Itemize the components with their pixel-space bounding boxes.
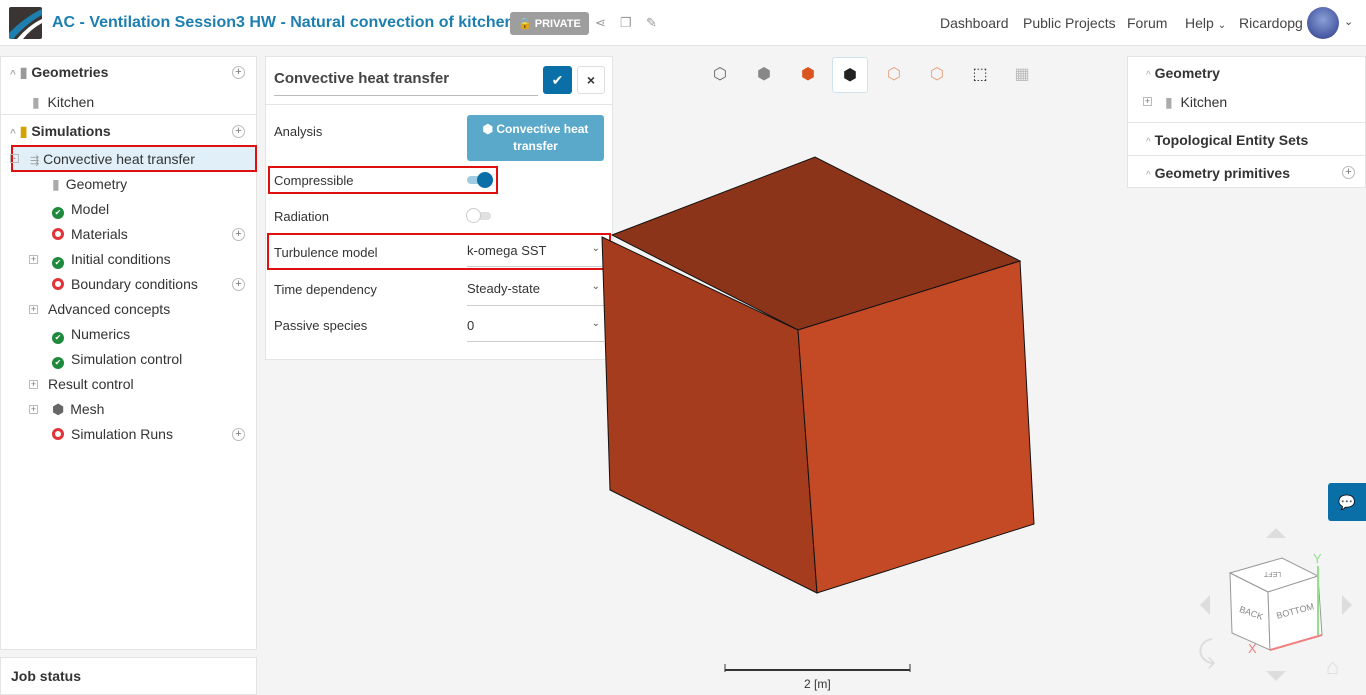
solid-view-icon[interactable]: ⬢ — [757, 66, 771, 83]
project-title: AC - Ventilation Session3 HW - Natural c… — [52, 14, 515, 31]
time-dependency-select[interactable]: Steady-state ⌄ — [467, 281, 604, 306]
check-icon: ✔ — [52, 207, 64, 219]
nav-public-projects[interactable]: Public Projects — [1023, 15, 1116, 31]
privacy-badge: 🔒 PRIVATE — [510, 12, 589, 35]
copy-icon[interactable]: ❐ — [620, 15, 632, 30]
compressible-label: Compressible — [274, 173, 354, 188]
check-icon: ✔ — [52, 332, 64, 344]
geometry-item-kitchen[interactable]: ▮ Kitchen — [1165, 94, 1228, 110]
share-icon[interactable]: ⋖ — [595, 15, 606, 30]
add-button[interactable]: + — [232, 228, 245, 241]
expand-toggle[interactable]: + — [29, 304, 38, 314]
analysis-type-button[interactable]: ⬢ Convective heat transfer — [467, 115, 604, 161]
solid-edges-view-icon[interactable]: ⬢ — [801, 66, 815, 83]
hidden-view-icon[interactable]: ▦ — [1014, 66, 1030, 83]
time-dependency-label: Time dependency — [274, 282, 377, 297]
geometries-icon: ▮ — [19, 64, 28, 80]
simulation-settings-panel — [265, 56, 613, 360]
simulation-name-input[interactable]: Convective heat transfer — [274, 70, 538, 96]
view-cube — [1228, 557, 1323, 651]
geometry-icon: ▮ — [1165, 94, 1173, 110]
y-axis-label: Y — [1313, 551, 1322, 566]
error-icon — [52, 278, 64, 290]
geometry-icon: ▮ — [52, 176, 60, 192]
geometry-primitives-section[interactable]: ^ Geometry primitives — [1146, 165, 1290, 181]
tree-item-model[interactable]: ✔ Model — [52, 201, 109, 219]
error-icon — [52, 428, 64, 440]
expand-toggle[interactable]: + — [29, 379, 38, 389]
highlight-box — [11, 145, 257, 172]
home-view-icon[interactable]: ⌂ — [1326, 654, 1340, 679]
wireframe-view-icon[interactable]: ⬡ — [713, 66, 727, 83]
analysis-label: Analysis — [274, 124, 323, 139]
tree-item-mesh[interactable]: ⬢ Mesh — [52, 401, 105, 417]
error-icon — [52, 228, 64, 240]
mesh-icon: ⬢ — [52, 401, 65, 417]
box-select-icon[interactable]: ⬚ — [972, 66, 988, 83]
rotate-icon[interactable]: ⤹ — [1198, 636, 1216, 669]
select-faces-icon[interactable]: ⬢ — [832, 57, 868, 93]
passive-species-label: Passive species — [274, 318, 368, 333]
expand-toggle[interactable]: + — [29, 404, 38, 414]
tree-item-simulation-runs[interactable]: Simulation Runs — [52, 426, 173, 442]
chat-icon[interactable]: 💬 — [1328, 483, 1366, 521]
simulations-icon: ▮ — [19, 123, 28, 139]
tree-item-numerics[interactable]: ✔ Numerics — [52, 326, 130, 344]
user-name[interactable]: Ricardopg — [1239, 15, 1303, 31]
topological-sets-section[interactable]: ^ Topological Entity Sets — [1146, 132, 1309, 148]
check-icon: ✔ — [52, 257, 64, 269]
turbulence-select[interactable]: k-omega SST ⌄ — [467, 243, 604, 267]
job-status-panel[interactable]: Job status — [0, 657, 257, 695]
user-menu-chevron-icon[interactable]: ⌄ — [1344, 16, 1354, 28]
select-vertices-icon[interactable]: ⬡ — [887, 66, 901, 83]
tree-item-geometry[interactable]: ▮ Geometry — [52, 176, 128, 192]
job-status-label: Job status — [11, 668, 82, 684]
cube-right-face — [797, 260, 1035, 594]
add-geometry-button[interactable]: + — [232, 66, 245, 79]
add-primitive-button[interactable]: + — [1342, 166, 1355, 179]
tree-simulation-selected[interactable]: ⇶ Convective heat transfer — [30, 151, 195, 167]
radiation-toggle[interactable] — [466, 208, 491, 223]
expand-toggle[interactable]: + — [1143, 96, 1152, 106]
passive-species-select[interactable]: 0 ⌄ — [467, 318, 604, 342]
confirm-button[interactable]: ✔ — [543, 66, 572, 94]
scale-label: 2 [m] — [804, 677, 831, 691]
analysis-icon: ⬢ — [482, 122, 494, 136]
collapse-toggle[interactable]: - — [10, 154, 19, 163]
expand-toggle[interactable]: + — [29, 254, 38, 264]
view-nav-arrows — [1200, 528, 1352, 681]
tree-item-materials[interactable]: Materials — [52, 226, 128, 242]
highlight-box — [268, 166, 498, 194]
close-button[interactable]: × — [577, 66, 605, 94]
edit-icon[interactable]: ✎ — [646, 15, 657, 30]
check-icon: ✔ — [52, 357, 64, 369]
select-edges-icon[interactable]: ⬡ — [930, 66, 944, 83]
convection-icon: ⇶ — [30, 155, 40, 167]
geometry-section[interactable]: ^ Geometry — [1146, 65, 1220, 81]
nav-help[interactable]: Help ⌄ — [1185, 15, 1227, 31]
turbulence-label: Turbulence model — [274, 245, 378, 260]
tree-item-boundary-conditions[interactable]: Boundary conditions — [52, 276, 198, 292]
tree-item-advanced-concepts[interactable]: Advanced concepts — [48, 301, 171, 317]
radiation-label: Radiation — [274, 209, 329, 224]
tree-geometries[interactable]: ^ ▮ Geometries — [10, 64, 109, 80]
avatar[interactable] — [1307, 7, 1339, 39]
tree-item-simulation-control[interactable]: ✔ Simulation control — [52, 351, 182, 369]
cube-label-left[interactable]: LEFT — [1264, 570, 1282, 577]
tree-item-initial-conditions[interactable]: ✔ Initial conditions — [52, 251, 171, 269]
compressible-toggle[interactable] — [467, 172, 493, 188]
header: AC - Ventilation Session3 HW - Natural c… — [0, 0, 1366, 46]
add-simulation-button[interactable]: + — [232, 125, 245, 138]
tree-geometry-kitchen[interactable]: ▮ Kitchen — [32, 94, 95, 110]
nav-dashboard[interactable]: Dashboard — [940, 15, 1009, 31]
logo[interactable] — [9, 7, 42, 39]
x-axis-label: X — [1248, 641, 1257, 656]
geometry-icon: ▮ — [32, 94, 40, 110]
tree-item-result-control[interactable]: Result control — [48, 376, 134, 392]
add-button[interactable]: + — [232, 428, 245, 441]
nav-forum[interactable]: Forum — [1127, 15, 1168, 31]
add-button[interactable]: + — [232, 278, 245, 291]
tree-simulations[interactable]: ^ ▮ Simulations — [10, 123, 111, 139]
